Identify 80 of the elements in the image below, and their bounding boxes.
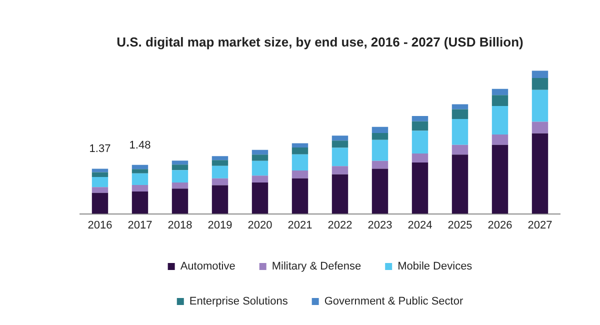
bar: [532, 78, 548, 90]
bar: [412, 154, 428, 163]
x-tick-label: 2023: [368, 219, 392, 232]
bar: [212, 178, 228, 186]
bar: [212, 185, 228, 214]
bar: [332, 174, 348, 214]
bar: [492, 106, 508, 134]
bar: [132, 164, 148, 170]
annotation: 1.37: [89, 143, 111, 156]
bar: [292, 170, 308, 178]
bar: [492, 134, 508, 145]
bar: [412, 116, 428, 122]
annotation: 1.48: [129, 139, 151, 152]
bar: [132, 191, 148, 214]
chart-title: U.S. digital map market size, by end use, 2016 - 2027 (USD Billion): [116, 34, 524, 50]
bar: [332, 136, 348, 141]
bar: [92, 177, 108, 188]
bar: [212, 156, 228, 160]
bar: [172, 160, 188, 165]
bar: [92, 168, 108, 172]
x-tick-label: 2017: [128, 219, 152, 232]
bar: [132, 185, 148, 192]
bar: [332, 166, 348, 174]
bar: [452, 119, 468, 145]
bar: [212, 160, 228, 166]
legend-label: Government & Public Sector: [324, 296, 464, 308]
bar: [412, 130, 428, 154]
bar: [292, 154, 308, 171]
legend-label: Mobile Devices: [398, 260, 473, 273]
bar: [332, 148, 348, 166]
bar: [252, 160, 268, 176]
bar: [332, 140, 348, 148]
bar: [372, 168, 388, 214]
bar: [92, 192, 108, 214]
bar: [212, 166, 228, 178]
bar: [252, 154, 268, 161]
bar: [172, 182, 188, 189]
bar: [372, 140, 388, 161]
x-tick-label: 2027: [528, 219, 552, 232]
bar: [492, 88, 508, 96]
bar: [292, 148, 308, 154]
bar: [252, 150, 268, 155]
bar: [532, 90, 548, 122]
bar: [532, 70, 548, 78]
x-tick-label: 2024: [408, 219, 432, 232]
x-tick-label: 2022: [328, 219, 352, 232]
bar: [452, 109, 468, 119]
x-tick-label: 2018: [168, 219, 192, 232]
bar: [372, 160, 388, 169]
x-tick-label: 2021: [288, 219, 312, 232]
bar: [172, 170, 188, 182]
bar: [132, 173, 148, 186]
bar: [452, 154, 468, 214]
legend-label: Military & Defense: [272, 260, 362, 273]
bar: [532, 122, 548, 134]
bar: [532, 133, 548, 214]
bar: [292, 178, 308, 214]
legend-label: Automotive: [180, 260, 236, 273]
bar: [412, 162, 428, 214]
bar: [92, 172, 108, 177]
bar: [92, 187, 108, 193]
bar: [492, 144, 508, 214]
x-tick-label: 2026: [488, 219, 512, 232]
bar: [292, 143, 308, 148]
x-tick-label: 2025: [448, 219, 472, 232]
bar: [252, 176, 268, 182]
bar: [252, 182, 268, 214]
bar: [452, 104, 468, 110]
bar: [372, 126, 388, 134]
bar: [492, 95, 508, 106]
bar: [412, 121, 428, 131]
x-tick-label: 2019: [208, 219, 232, 232]
x-tick-label: 2020: [248, 219, 272, 232]
bar: [372, 133, 388, 140]
x-tick-label: 2016: [88, 219, 112, 232]
bar: [172, 164, 188, 170]
bar: [452, 144, 468, 155]
bar: [172, 188, 188, 214]
legend-label: Enterprise Solutions: [189, 296, 288, 308]
bar: [132, 169, 148, 174]
